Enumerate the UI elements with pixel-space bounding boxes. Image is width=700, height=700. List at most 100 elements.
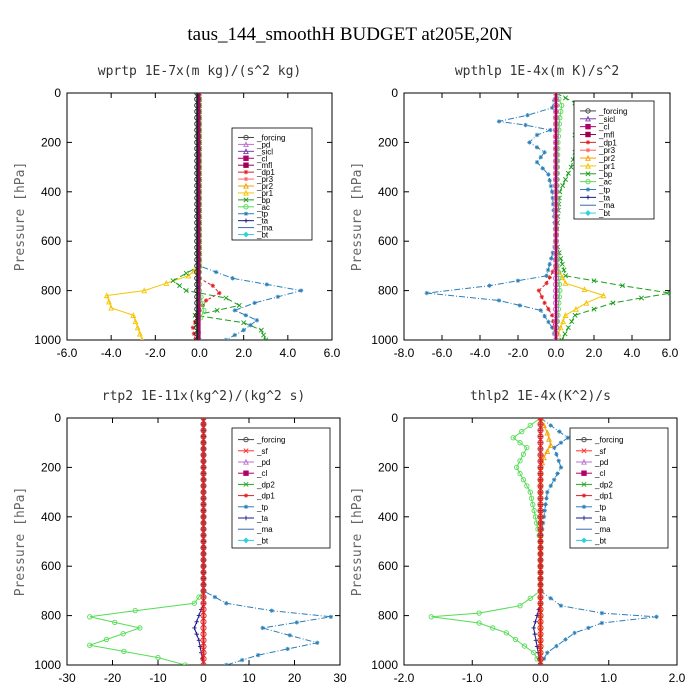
data-point	[517, 458, 523, 464]
legend-label: _bt	[256, 231, 269, 240]
data-point	[496, 298, 502, 303]
data-point	[121, 648, 127, 655]
legend-entry: _cl	[238, 469, 267, 478]
data-point	[544, 280, 549, 286]
legend-label: _pr1	[598, 162, 616, 171]
x-tick-label: -10	[149, 671, 167, 685]
legend-label: _bt	[594, 536, 607, 545]
data-point	[200, 606, 207, 613]
series-pr1	[103, 93, 203, 340]
legend-entry: _dp1	[576, 492, 613, 501]
data-point	[200, 637, 207, 644]
legend-label: _pr2	[256, 182, 274, 191]
plot-frame	[403, 92, 671, 341]
data-point	[255, 652, 261, 658]
data-point	[551, 477, 557, 482]
data-point	[200, 624, 207, 632]
data-point	[200, 550, 207, 557]
data-point	[562, 95, 569, 101]
data-point	[200, 569, 207, 576]
data-point	[537, 501, 544, 508]
y-tick-label: 800	[41, 609, 61, 623]
legend-label: _ta	[594, 514, 607, 523]
data-point	[548, 127, 553, 133]
data-point	[200, 476, 207, 483]
chart-panel-4: thlp2 1E-4x(K^2)/s Pressure [hPa] -2.0 -1.0…	[350, 389, 686, 685]
legend-label: _sicl	[256, 147, 273, 156]
data-point	[200, 501, 207, 508]
data-point	[599, 610, 605, 616]
data-point	[103, 636, 110, 643]
data-point	[200, 594, 207, 601]
data-point	[591, 278, 597, 284]
y-tick-label: 0	[54, 411, 61, 425]
data-point	[476, 610, 482, 616]
legend-label: _forcing	[594, 436, 623, 445]
plot-area	[428, 418, 659, 665]
legend-label: _ac	[598, 178, 612, 187]
data-point	[537, 649, 544, 656]
data-point	[190, 325, 196, 330]
y-tick-label: 600	[41, 559, 61, 573]
plot-area	[87, 418, 334, 665]
legend-label: _pd	[256, 458, 270, 467]
data-point	[532, 631, 538, 637]
x-tick-label: 30	[333, 671, 347, 685]
data-point	[132, 318, 139, 325]
data-point	[573, 305, 579, 312]
legend-label: _ma	[256, 525, 273, 534]
figure-title: taus_144_smoothH BUDGET at205E,20N	[187, 24, 513, 45]
y-tick-label: 400	[41, 510, 61, 524]
chart-panel-1: wprtp 1E-7x(m kg)/(s^2 kg) Pressure [hPa]…	[13, 64, 341, 360]
data-point	[557, 287, 563, 294]
legend-label: _forcing	[598, 107, 627, 116]
data-point	[542, 150, 547, 155]
data-point	[537, 458, 544, 465]
data-point	[537, 606, 544, 613]
data-point	[540, 166, 545, 171]
data-point	[200, 556, 207, 564]
data-point	[236, 302, 242, 308]
data-point	[534, 613, 540, 618]
data-point	[200, 661, 207, 665]
data-point	[200, 427, 207, 434]
legend-entry: _ma	[238, 525, 273, 534]
legend-label: _ta	[256, 514, 269, 523]
data-point	[563, 637, 568, 642]
data-point	[503, 630, 510, 636]
legend-label: _sf	[594, 447, 606, 456]
legend-label: _pr1	[256, 189, 274, 198]
data-point	[275, 294, 281, 299]
data-point	[197, 644, 203, 649]
data-point	[258, 327, 264, 333]
data-point	[200, 618, 207, 625]
data-point	[537, 464, 544, 471]
legend-label: _ac	[256, 203, 270, 212]
legend-entry: _ta	[576, 514, 607, 523]
data-point	[537, 624, 544, 632]
data-point	[527, 140, 532, 145]
legend-label: _pr3	[598, 146, 616, 155]
data-point	[137, 625, 143, 631]
data-point	[565, 435, 570, 440]
legend-entry: _forcing	[238, 133, 285, 142]
data-point	[565, 170, 571, 176]
series-line	[87, 418, 204, 665]
data-point	[591, 306, 597, 312]
x-tick-label: -4.0	[101, 346, 122, 360]
data-point	[531, 650, 537, 656]
legend-entry: _tp	[238, 503, 269, 512]
data-point	[544, 429, 551, 436]
data-point	[315, 640, 320, 645]
data-point	[537, 581, 544, 588]
data-point	[548, 183, 554, 189]
data-point	[562, 273, 569, 279]
data-point	[558, 440, 564, 445]
legend-entry: _pr1	[238, 189, 274, 198]
data-point	[537, 575, 544, 582]
y-tick-label: 400	[378, 185, 398, 199]
series-forcing	[200, 418, 207, 665]
data-point	[248, 322, 253, 328]
data-point	[200, 643, 207, 650]
data-point	[545, 650, 550, 655]
